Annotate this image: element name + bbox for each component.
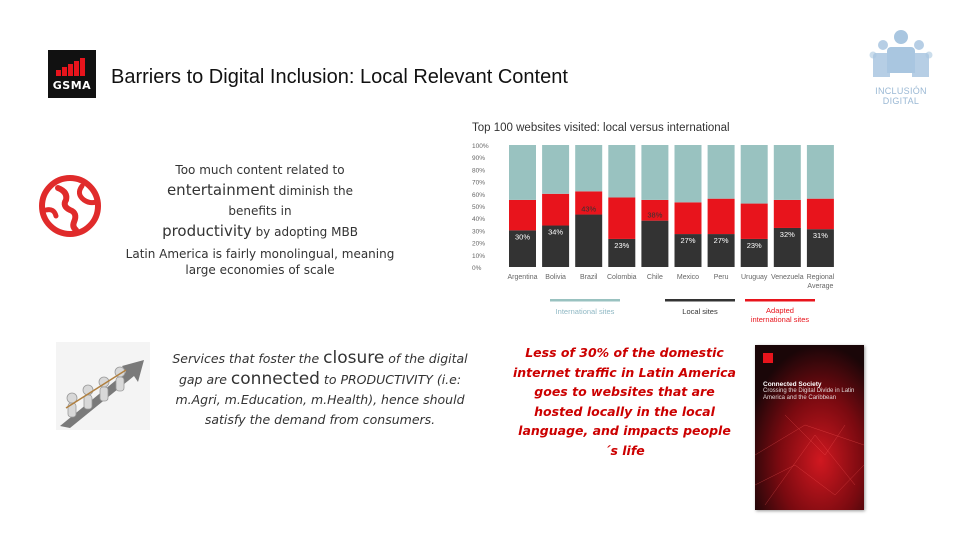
legend-swatch — [550, 299, 620, 302]
websites-chart: Top 100 websites visited: local versus i… — [470, 118, 890, 330]
report-cover: Connected Society Crossing the Digital D… — [755, 345, 864, 510]
legend-label: Local sites — [682, 307, 718, 316]
badge-line-2: DIGITAL — [882, 96, 920, 106]
p1-word-entertainment: entertainment — [166, 181, 275, 199]
p1-line2: diminish the benefits in — [228, 184, 354, 218]
bar-local — [575, 214, 603, 267]
category-label: Uruguay — [741, 274, 768, 281]
entertainment-paragraph: Too much content related to entertainmen… — [150, 160, 370, 242]
category-label: Colombia — [607, 274, 637, 281]
data-label: 27% — [680, 236, 695, 245]
bar-adapted — [575, 191, 603, 215]
bar-international — [773, 145, 801, 200]
bar-international — [641, 145, 669, 200]
category-label: Chile — [647, 274, 663, 281]
bar-international — [707, 145, 735, 199]
bar-adapted — [641, 199, 669, 221]
p3-part-a: Services that foster the — [172, 351, 324, 366]
y-tick-label: 70% — [472, 180, 485, 187]
bar-adapted — [773, 199, 801, 228]
data-label: 31% — [813, 231, 828, 240]
bar-international — [575, 145, 603, 192]
category-label: Brazil — [580, 274, 598, 281]
bar-international — [740, 145, 768, 204]
bar-adapted — [740, 203, 768, 239]
legend-swatch — [665, 299, 735, 302]
bar-local — [806, 229, 834, 267]
signal-bars-icon — [56, 58, 85, 76]
p3-word-connected: connected — [230, 369, 320, 389]
people-group-icon — [869, 30, 933, 77]
services-paragraph: Services that foster the closure of the … — [160, 348, 480, 430]
bar-international — [806, 145, 834, 199]
traffic-quote: Less of 30% of the domestic internet tra… — [513, 345, 736, 458]
category-label: Argentina — [508, 274, 538, 281]
category-label: Peru — [714, 274, 729, 281]
p3-word-closure: closure — [323, 348, 385, 368]
globe-icon — [39, 175, 101, 237]
bar-adapted — [509, 199, 536, 231]
data-label: 43% — [581, 205, 596, 214]
y-tick-label: 30% — [472, 228, 485, 235]
category-label: Bolivia — [545, 274, 566, 281]
report-subtitle: Crossing the Digital Divide in Latin Ame… — [763, 388, 855, 401]
report-title: Connected Society — [763, 381, 822, 388]
data-label: 38% — [647, 211, 662, 220]
monolingual-paragraph: Latin America is fairly monolingual, mea… — [125, 247, 395, 277]
bar-adapted — [674, 202, 702, 235]
bar-local — [773, 227, 801, 267]
data-label: 34% — [548, 228, 563, 237]
data-label: 32% — [780, 230, 795, 239]
p1-line3: by adopting MBB — [251, 225, 358, 239]
gsma-logo: GSMA — [48, 50, 96, 98]
p3-part-c: of the digital gap are — [178, 351, 468, 387]
p1-line1: Too much content related to — [175, 163, 345, 177]
bar-adapted — [707, 198, 735, 235]
bar-international — [542, 145, 570, 194]
y-tick-label: 90% — [472, 155, 485, 162]
category-label: Average — [807, 283, 833, 290]
badge-line-1: INCLUSIÓN — [875, 86, 927, 96]
chart-title: Top 100 websites visited: local versus i… — [472, 122, 730, 134]
bar-local — [707, 234, 735, 267]
bar-international — [674, 145, 702, 203]
report-cover-text: Connected Society Crossing the Digital D… — [763, 381, 859, 402]
y-tick-label: 40% — [472, 216, 485, 223]
bar-international — [509, 145, 536, 200]
bar-local — [674, 234, 702, 267]
stacked-bar-chart: Top 100 websites visited: local versus i… — [472, 122, 835, 324]
bar-adapted — [542, 193, 570, 226]
y-tick-label: 100% — [472, 143, 489, 150]
legend-label: Adapted international sites — [751, 306, 810, 324]
bar-local — [509, 230, 536, 267]
y-tick-label: 60% — [472, 192, 485, 199]
data-label: 23% — [747, 241, 762, 250]
y-tick-label: 10% — [472, 253, 485, 260]
data-label: 23% — [614, 241, 629, 250]
bar-local — [542, 225, 570, 267]
climbers-illustration — [56, 342, 150, 430]
bar-local — [740, 238, 768, 267]
inclusion-digital-badge: INCLUSIÓN DIGITAL — [862, 28, 940, 106]
legend-swatch — [745, 299, 815, 302]
category-label: Venezuela — [771, 274, 804, 281]
bar-adapted — [608, 197, 636, 239]
p1-word-productivity: productivity — [162, 222, 252, 240]
data-label: 27% — [714, 236, 729, 245]
y-tick-label: 80% — [472, 167, 485, 174]
data-label: 30% — [515, 232, 530, 241]
legend-label: International sites — [556, 307, 615, 316]
bar-adapted — [806, 198, 834, 230]
bar-international — [608, 145, 636, 198]
y-tick-label: 0% — [472, 265, 482, 272]
logo-wordmark: GSMA — [52, 79, 92, 92]
p3-part-e: to PRODUCTIVITY (i.e: m.Agri, m.Educatio… — [175, 372, 465, 427]
y-tick-label: 50% — [472, 204, 485, 211]
category-label: Mexico — [677, 274, 699, 281]
y-tick-label: 20% — [472, 241, 485, 248]
category-label: Regional — [807, 274, 835, 281]
bar-local — [608, 238, 636, 267]
bar-local — [641, 220, 669, 267]
page-title: Barriers to Digital Inclusion: Local Rel… — [111, 66, 568, 88]
